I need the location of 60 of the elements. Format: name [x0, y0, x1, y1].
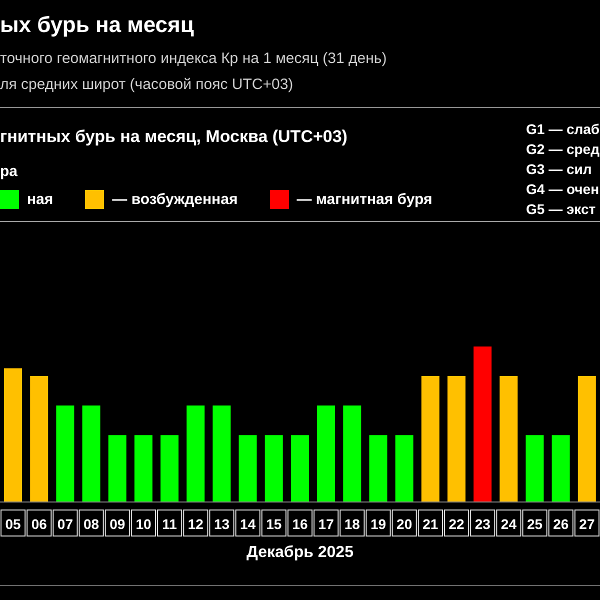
x-tick-label: 26: [553, 516, 569, 532]
chart-subtitle: точного геомагнитного индекса Кр на 1 месяц (31 день): [0, 50, 387, 67]
bar: [56, 406, 74, 502]
bar: [186, 406, 205, 502]
x-axis-title: Декабрь 2025: [246, 544, 354, 561]
bar: [395, 435, 414, 502]
bar: [30, 376, 48, 502]
x-tick-label: 15: [266, 516, 282, 532]
x-tick-label: 13: [214, 516, 230, 532]
text: G2 — сред: [526, 141, 600, 157]
bar: [474, 346, 492, 502]
x-tick-label: 18: [344, 516, 360, 532]
bar: [421, 376, 440, 502]
bar: [212, 406, 231, 502]
bar: [264, 435, 283, 502]
bar: [552, 435, 570, 502]
x-tick-label: 20: [396, 516, 412, 532]
x-tick-label: 24: [500, 516, 517, 532]
text: ля средних широт (часовой пояс UTC+03): [0, 76, 294, 93]
bar: [160, 435, 179, 502]
x-tick-label: 09: [110, 516, 126, 532]
legend-label: — магнитная буря: [296, 191, 432, 208]
x-tick-label: 05: [5, 516, 22, 532]
bar: [4, 368, 22, 502]
x-tick-label: 27: [579, 516, 595, 532]
x-tick-label: 06: [31, 516, 48, 532]
bar: [108, 435, 126, 502]
bar: [369, 435, 388, 502]
bar: [447, 376, 466, 502]
x-tick-label: 16: [292, 516, 308, 532]
bar: [134, 435, 152, 502]
legend-label: — возбужденная: [112, 191, 238, 208]
text: гнитных бурь на месяц, Москва (UTC+03): [0, 127, 348, 147]
bar: [500, 376, 518, 502]
bar: [82, 406, 100, 502]
x-tick-label: 14: [240, 516, 256, 532]
text: G3 — сил: [526, 161, 592, 177]
bar: [578, 376, 596, 502]
x-tick-label: 08: [84, 516, 100, 532]
x-tick-label: 10: [136, 516, 152, 532]
bar: [317, 406, 336, 502]
x-tick-label: 17: [318, 516, 334, 532]
x-tick-label: 11: [162, 516, 178, 532]
bar: [290, 435, 309, 502]
legend-title: ра: [0, 163, 18, 180]
x-tick-label: 19: [370, 516, 386, 532]
bar: [238, 435, 257, 502]
text: G5 — экст: [526, 201, 596, 217]
x-tick-label: 22: [448, 516, 465, 532]
x-tick-label: 25: [526, 516, 543, 532]
x-tick-label: 12: [188, 516, 204, 532]
x-tick-label: 07: [57, 516, 74, 532]
bar: [526, 435, 544, 502]
chart-title: ых бурь на месяц: [0, 12, 194, 38]
text: G1 — слаб: [526, 121, 600, 137]
text: G4 — очен: [526, 181, 600, 197]
legend-label: ная: [27, 191, 54, 208]
x-tick-label: 23: [474, 516, 491, 532]
bar: [343, 406, 362, 502]
x-tick-label: 21: [422, 516, 438, 532]
